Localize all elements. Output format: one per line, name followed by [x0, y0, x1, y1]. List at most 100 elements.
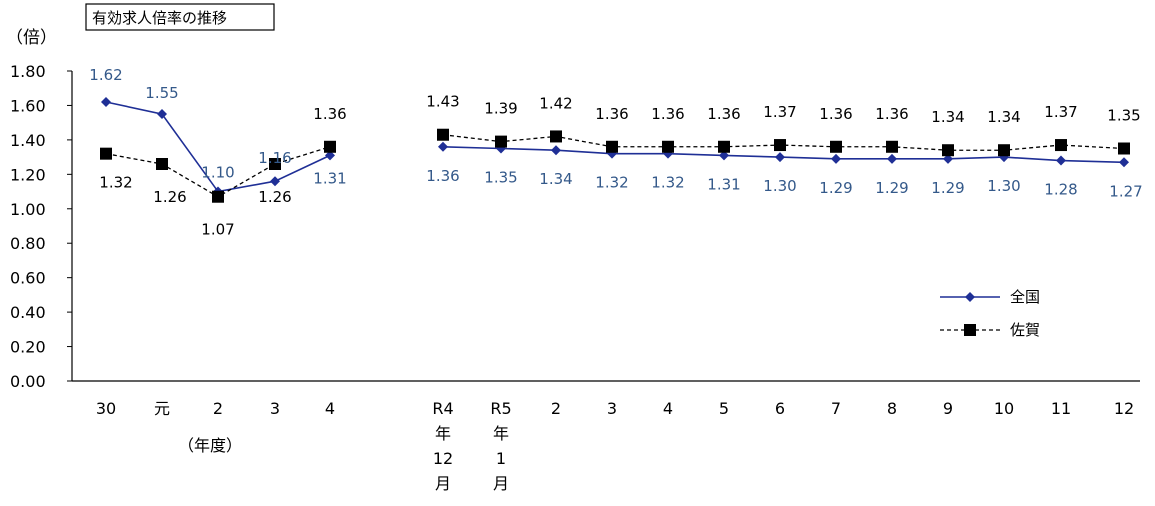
data-label: 1.32 [651, 174, 684, 192]
y-tick-label: 1.40 [10, 131, 46, 150]
point-saga [774, 139, 786, 152]
data-label: 1.26 [153, 188, 186, 206]
point-zenkoku [775, 152, 785, 163]
point-zenkoku [101, 97, 111, 107]
point-saga [886, 140, 898, 153]
x-tick-label: 7 [831, 399, 841, 418]
point-zenkoku [887, 153, 897, 164]
x-tick-label: 10 [994, 399, 1014, 418]
y-tick-label: 0.00 [10, 372, 46, 391]
x-tick-label: 6 [775, 399, 785, 418]
point-saga [495, 135, 507, 148]
x-tick-label: 年 [493, 424, 509, 443]
point-zenkoku [551, 145, 561, 156]
data-label: 1.31 [707, 175, 740, 193]
data-label: 1.36 [819, 105, 852, 123]
point-zenkoku [965, 292, 975, 302]
point-saga [437, 128, 449, 141]
data-label: 1.34 [931, 108, 964, 126]
y-tick-label: 0.20 [10, 338, 46, 357]
legend-label: 全国 [1010, 288, 1040, 306]
x-tick-label: 2 [213, 399, 223, 418]
data-label: 1.37 [1044, 103, 1077, 121]
data-label: 1.28 [1044, 181, 1077, 199]
data-label: 1.35 [484, 169, 517, 187]
data-label: 1.34 [539, 170, 572, 188]
x-tick-label: 2 [551, 399, 561, 418]
point-saga [550, 130, 562, 143]
point-saga [606, 140, 618, 153]
data-label: 1.36 [651, 105, 684, 123]
point-saga [212, 190, 224, 203]
point-zenkoku [270, 176, 280, 187]
point-saga [324, 140, 336, 153]
x-tick-label: 1 [496, 449, 506, 468]
x-tick-label: 12 [1114, 399, 1134, 418]
data-label: 1.32 [99, 174, 132, 192]
data-label: 1.35 [1107, 107, 1140, 125]
point-saga [1118, 142, 1130, 155]
x-tick-label: 8 [887, 399, 897, 418]
x-tick-label: 3 [607, 399, 617, 418]
data-label: 1.29 [819, 179, 852, 197]
data-label: 1.30 [763, 177, 796, 195]
x-tick-label: R4 [432, 399, 453, 418]
point-saga [156, 158, 168, 170]
data-label: 1.37 [763, 103, 796, 121]
data-label: 1.07 [201, 221, 234, 239]
data-label: 1.34 [987, 108, 1020, 126]
data-label: 1.36 [426, 167, 459, 185]
fiscal-year-note: （年度） [178, 436, 242, 455]
data-label: 1.29 [931, 179, 964, 197]
point-zenkoku [1119, 157, 1129, 168]
data-label: 1.62 [89, 66, 122, 84]
point-saga [269, 158, 281, 170]
point-saga [964, 324, 976, 336]
data-label: 1.16 [258, 149, 291, 167]
y-tick-label: 1.00 [10, 200, 46, 219]
point-zenkoku [719, 150, 729, 161]
data-label: 1.36 [875, 105, 908, 123]
data-label: 1.30 [987, 177, 1020, 195]
data-label: 1.27 [1109, 182, 1142, 200]
y-tick-label: 1.80 [10, 62, 46, 81]
point-saga [662, 140, 674, 153]
data-label: 1.26 [258, 188, 291, 206]
point-saga [100, 147, 112, 160]
y-tick-label: 0.40 [10, 303, 46, 322]
data-label: 1.36 [313, 105, 346, 123]
title-box [85, 3, 275, 31]
data-label: 1.36 [707, 105, 740, 123]
x-tick-label: 12 [433, 449, 453, 468]
x-tick-label: 元 [154, 399, 170, 418]
point-zenkoku [1056, 155, 1066, 166]
point-zenkoku [943, 153, 953, 164]
x-tick-label: 3 [270, 399, 280, 418]
point-saga [998, 144, 1010, 157]
data-label: 1.10 [201, 164, 234, 182]
point-saga [942, 144, 954, 157]
point-zenkoku [325, 150, 335, 161]
chart-title: 有効求人倍率の推移 [92, 9, 227, 27]
data-label: 1.43 [426, 93, 459, 111]
data-label: 1.39 [484, 100, 517, 118]
point-saga [1055, 139, 1067, 152]
data-label: 1.32 [595, 174, 628, 192]
data-label: 1.31 [313, 169, 346, 187]
y-unit-label: （倍） [6, 28, 57, 48]
y-tick-label: 0.60 [10, 269, 46, 288]
x-tick-label: R5 [490, 399, 511, 418]
legend-label: 佐賀 [1010, 321, 1040, 339]
point-zenkoku [157, 109, 167, 120]
data-label: 1.55 [145, 84, 178, 102]
x-tick-label: 9 [943, 399, 953, 418]
y-tick-label: 1.60 [10, 96, 46, 115]
x-tick-label: 11 [1051, 399, 1071, 418]
x-tick-label: 5 [719, 399, 729, 418]
point-saga [718, 140, 730, 153]
x-tick-label: 月 [435, 474, 451, 493]
data-label: 1.42 [539, 94, 572, 112]
x-tick-label: 30 [96, 399, 116, 418]
point-zenkoku [831, 153, 841, 164]
